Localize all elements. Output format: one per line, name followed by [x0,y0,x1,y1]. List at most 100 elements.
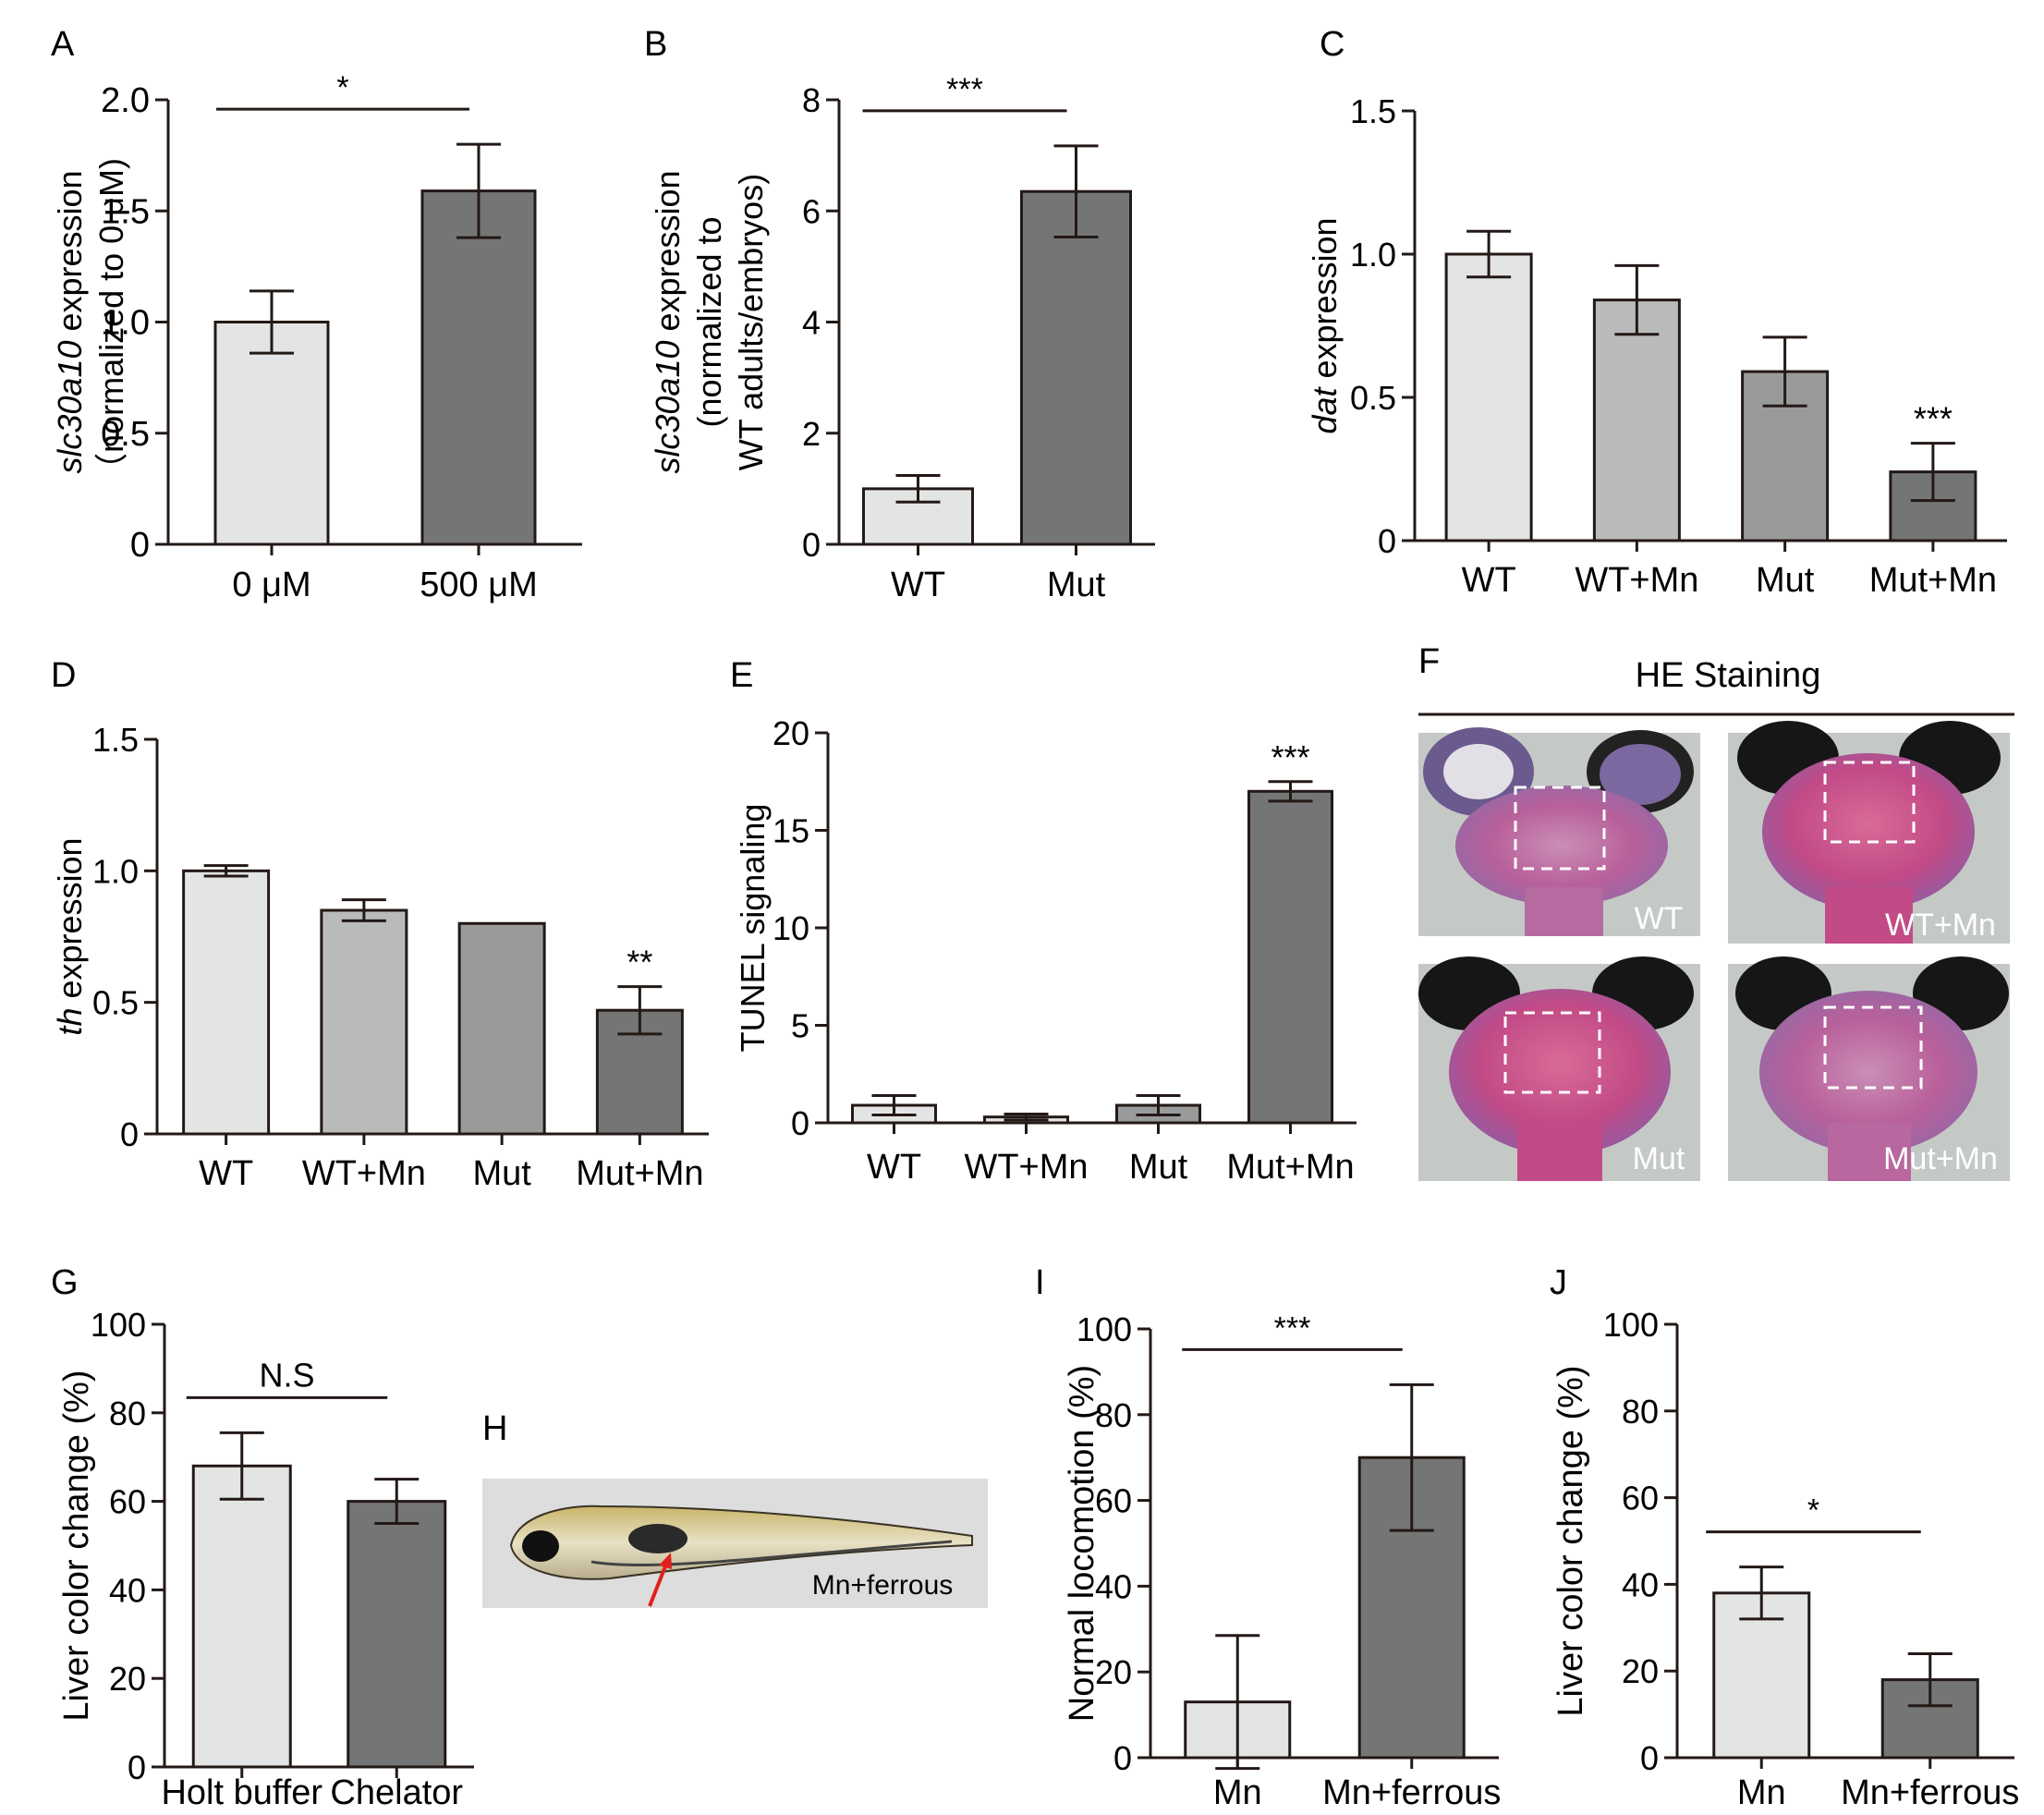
panel-i: I 0 20 40 60 80 100 Mn Mn+ferrous *** Normal locom… [1035,1263,1501,1812]
panel-j: J 0 20 40 60 80 100 Mn Mn+ferrous * Liver color ch… [1550,1263,2019,1812]
y-axis-label-text-b: expression [649,170,687,340]
x-tick-label-j-1: Mn+ferrous [1841,1773,2019,1812]
panel-b: B 0 2 4 6 8 WT Mut *** slc30a10 expression (normal… [644,25,1155,604]
y-tick-label-g: 80 [109,1395,146,1432]
x-tick-label-e-0: WT [867,1148,921,1187]
bar-d-1 [320,908,408,1136]
y-tick-label-a: 1.0 [101,304,150,343]
y-tick-label-b: 4 [802,304,821,342]
y-axis-label-b-3: WT adults/embryos) [732,174,770,470]
panel-e: E 0 5 10 15 20 WT WT+Mn Mut Mut+Mn *** TUNEL signal… [730,656,1357,1187]
x-tick-label-b-0: WT [891,566,945,604]
bar-d-2 [457,921,546,1136]
y-axis-label-a-2: （normalized to 0 μM) [92,158,130,486]
x-tick-label-e-3: Mut+Mn [1226,1148,1354,1187]
y-tick-label-d: 1.5 [92,721,139,759]
y-axis-label-text-g: Liver color change (%) [57,1370,96,1721]
bar-b-1 [1020,189,1132,546]
y-tick-label-e: 0 [791,1104,809,1142]
y-tick-label-d: 0 [120,1115,139,1153]
y-tick-label-e: 15 [773,812,809,850]
y-axis-label-a: slc30a10 expression [51,170,89,473]
y-axis-label-c: dat expression [1306,217,1344,433]
y-axis-label-d: th expression [51,837,89,1035]
he-staining-title: HE Staining [1636,656,1821,695]
y-tick-label-g: 0 [128,1748,146,1786]
x-tick-label-e-1: WT+Mn [964,1148,1088,1187]
he-label-mut: Mut [1633,1141,1685,1176]
y-tick-label-j: 60 [1622,1480,1659,1517]
y-tick-label-g: 60 [109,1483,146,1521]
x-tick-label-d-1: WT+Mn [302,1154,426,1193]
significance-stars-d: ** [627,944,652,981]
y-tick-label-b: 8 [802,81,821,119]
y-tick-label-a: 1.5 [101,192,150,231]
y-axis-label-b-2: (normalized to [690,216,728,427]
y-axis-label-text-e: TUNEL signaling [734,804,772,1053]
y-tick-label-e: 10 [773,909,809,947]
y-tick-label-a: 0.5 [101,415,150,454]
y-tick-label-d: 1.0 [92,852,139,890]
panel-letter-f: F [1418,642,1440,681]
y-tick-label-e: 5 [791,1007,809,1045]
x-tick-label-c-2: Mut [1756,561,1815,600]
y-tick-label-i: 20 [1095,1653,1132,1691]
y-tick-label-a: 0 [130,526,150,565]
y-axis-label-g: Liver color change (%) [57,1370,96,1721]
y-tick-label-c: 0 [1378,522,1396,560]
bar-g-1 [347,1500,447,1769]
he-label-wt: WT [1635,901,1684,936]
y-tick-label-j: 0 [1640,1739,1659,1777]
x-tick-label-c-0: WT [1462,561,1516,600]
y-tick-label-g: 20 [109,1660,146,1698]
panel-f: F HE Staining WT WT+Mn [1418,642,2014,1181]
y-tick-label-i: 0 [1113,1739,1132,1777]
panel-g: G 0 20 40 60 80 100 Holt buffer Chelator N.S Liver… [51,1263,474,1812]
significance-label-i: *** [1274,1310,1311,1346]
significance-label-j: * [1807,1493,1819,1529]
panel-c: C 0 0.5 1.0 1.5 WT WT+Mn Mut Mut+Mn *** dat expres… [1306,25,2007,600]
y-axis-label-gene-d: th [51,1008,89,1036]
x-tick-label-a-1: 500 μM [420,566,538,604]
bar-d-0 [182,869,271,1136]
panel-letter-d: D [51,656,76,695]
y-axis-label-text-i: Normal locomotion (%) [1063,1365,1101,1722]
y-axis-label-e: TUNEL signaling [734,804,772,1053]
y-tick-label-i: 100 [1077,1310,1132,1348]
bar-g-0 [191,1464,292,1769]
panel-letter-j: J [1550,1263,1567,1302]
y-tick-label-a: 2.0 [101,81,150,120]
y-axis-label-j: Liver color change (%) [1551,1365,1590,1716]
he-image-mut: Mut [1418,956,1700,1181]
y-tick-label-j: 80 [1622,1393,1659,1431]
fish-label: Mn+ferrous [812,1570,954,1601]
y-tick-label-b: 2 [802,415,821,453]
y-tick-label-e: 20 [773,714,809,752]
x-tick-label-d-2: Mut [472,1154,531,1193]
x-tick-label-d-3: Mut+Mn [576,1154,703,1193]
y-tick-label-c: 1.5 [1350,92,1396,130]
panel-letter-b: B [644,25,667,64]
zebrafish-photo: Mn+ferrous [482,1479,988,1608]
y-tick-label-i: 60 [1095,1482,1132,1520]
y-tick-label-d: 0.5 [92,984,139,1022]
y-tick-label-g: 40 [109,1571,146,1609]
y-tick-label-g: 100 [91,1306,146,1344]
x-tick-label-c-3: Mut+Mn [1869,561,1997,600]
y-tick-label-i: 80 [1095,1396,1132,1434]
panel-letter-g: G [51,1263,79,1302]
y-axis-label-text-a: （normalized to 0 μM) [92,158,130,486]
charts-layer: A 0 0.5 1.0 1.5 2.0 0 μM 500 μM * slc30a10 expres… [51,25,2019,1812]
x-tick-label-e-2: Mut [1129,1148,1188,1187]
he-label-mut-mn: Mut+Mn [1883,1141,1998,1176]
y-axis-label-i: Normal locomotion (%) [1063,1365,1101,1722]
x-tick-label-g-0: Holt buffer [161,1773,322,1812]
y-axis-label-text-a: expression [51,170,89,340]
panel-h: H Mn+ferrous [482,1409,988,1608]
significance-label-g: N.S [259,1356,314,1394]
he-image-wt-mn: WT+Mn [1728,721,2010,944]
x-tick-label-a-0: 0 μM [232,566,310,604]
y-axis-label-text-j: Liver color change (%) [1551,1365,1590,1716]
x-tick-label-i-1: Mn+ferrous [1322,1773,1501,1812]
